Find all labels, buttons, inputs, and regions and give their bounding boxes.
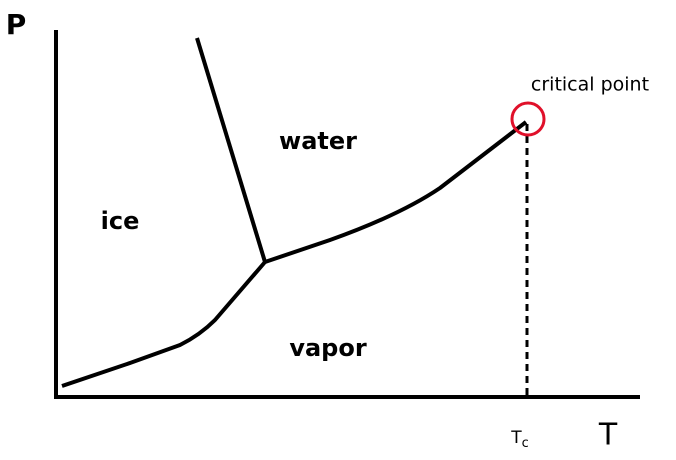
region-label: ice	[101, 207, 140, 235]
critical-point-marker	[510, 101, 546, 137]
vaporization-curve	[264, 120, 528, 264]
tc-main: T	[510, 428, 522, 448]
p-axis-label: P	[6, 8, 27, 41]
critical-temperature-label: Tc	[510, 428, 529, 451]
t-axis-label: T	[598, 418, 618, 453]
melting-curve	[195, 37, 267, 263]
region-label: water	[279, 127, 357, 155]
sublimation-curve	[61, 260, 267, 388]
tc-sub: c	[522, 436, 529, 451]
critical-point-label: critical point	[531, 74, 649, 96]
region-label: vapor	[289, 334, 367, 362]
